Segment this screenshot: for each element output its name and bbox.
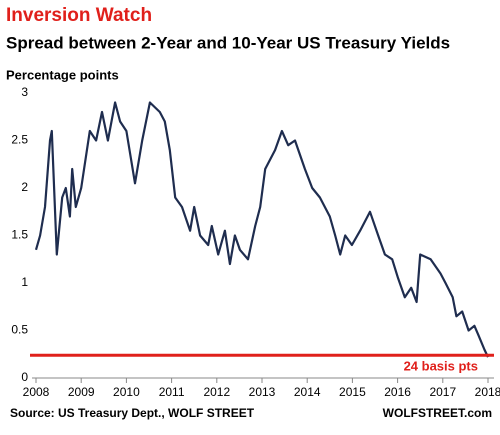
chart-title: Inversion Watch [6,5,152,26]
x-tick-label: 2008 [23,385,50,399]
x-tick-label: 2012 [203,385,230,399]
x-tick-label: 2018 [475,385,500,399]
x-tick-label: 2013 [249,385,276,399]
watermark: WOLFSTREET.com [383,406,492,420]
y-axis-label: Percentage points [6,67,119,82]
x-tick-label: 2014 [294,385,321,399]
y-tick-label: 0.5 [11,323,28,337]
x-tick-label: 2009 [68,385,95,399]
x-tick-label: 2010 [113,385,140,399]
source: Source: US Treasury Dept., WOLF STREET [10,406,255,420]
x-tick-label: 2015 [339,385,366,399]
line-series [34,101,489,358]
x-tick-label: 2016 [384,385,411,399]
y-tick-label: 2 [21,180,28,194]
y-tick-label: 1 [21,275,28,289]
x-tick-label: 2011 [159,385,185,399]
reference-label: 24 basis pts [404,359,478,374]
y-tick-label: 2.5 [11,133,28,147]
y-tick-label: 3 [21,85,28,99]
y-tick-label: 1.5 [11,228,28,242]
y-tick-label: 0 [21,370,28,384]
chart-subtitle: Spread between 2-Year and 10-Year US Tre… [6,33,450,52]
x-tick-label: 2017 [429,385,456,399]
